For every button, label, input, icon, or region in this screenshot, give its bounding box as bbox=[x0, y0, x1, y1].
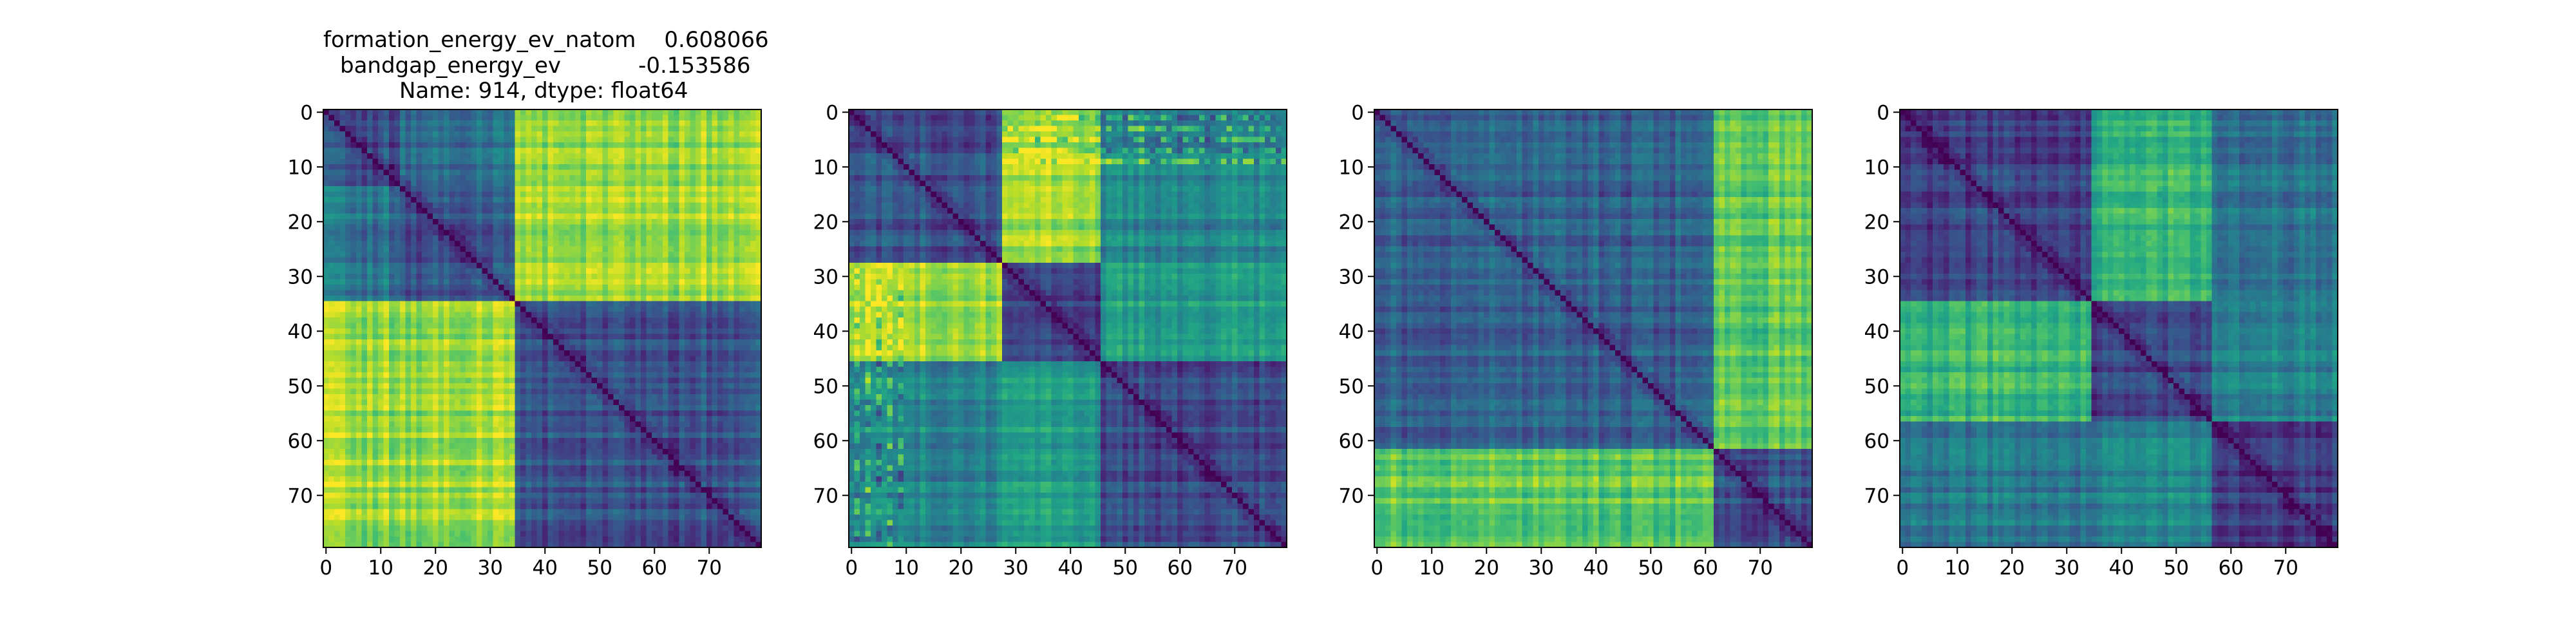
heatmap-2-frame bbox=[848, 109, 1287, 548]
heatmap-4-ytick-label-1: 10 bbox=[1864, 156, 1889, 179]
heatmap-3-cells bbox=[1374, 109, 1813, 548]
heatmap-1-xtick-label-7: 70 bbox=[697, 556, 722, 580]
heatmap-3-xtick-label-5: 50 bbox=[1638, 556, 1663, 580]
title-line-3: Name: 914, dtype: float64 bbox=[399, 80, 688, 102]
heatmap-2-ytick-label-0: 0 bbox=[826, 101, 838, 124]
heatmap-3-ytick-label-0: 0 bbox=[1351, 101, 1364, 124]
heatmap-1-ytick-label-4: 40 bbox=[288, 320, 313, 343]
heatmap-3-ytick-label-2: 20 bbox=[1339, 211, 1364, 234]
title-line-1-label: formation_energy_ev_natom bbox=[323, 27, 636, 53]
heatmap-1-xtick-label-0: 0 bbox=[319, 556, 332, 580]
heatmap-1-ytick-label-5: 50 bbox=[288, 375, 313, 398]
heatmap-1-xtick-label-1: 10 bbox=[368, 556, 393, 580]
heatmap-4-xtick-label-4: 40 bbox=[2109, 556, 2134, 580]
heatmap-4-xtick-label-1: 10 bbox=[1945, 556, 1970, 580]
heatmap-4-ytick-label-4: 40 bbox=[1864, 320, 1889, 343]
heatmap-1-ytick-label-0: 0 bbox=[300, 101, 313, 124]
heatmap-1-xtick-label-5: 50 bbox=[587, 556, 612, 580]
heatmap-1-cells bbox=[323, 109, 762, 548]
heatmap-2-cells bbox=[849, 109, 1287, 548]
heatmap-2-ytick-label-7: 70 bbox=[813, 484, 838, 507]
heatmap-2-xtick-label-7: 70 bbox=[1222, 556, 1247, 580]
heatmap-4-xtick-label-7: 70 bbox=[2273, 556, 2298, 580]
heatmap-2-xtick-label-2: 20 bbox=[949, 556, 974, 580]
heatmap-1-xtick-label-2: 20 bbox=[423, 556, 448, 580]
title-line-1: formation_energy_ev_natom 0.608066 bbox=[323, 29, 769, 51]
title-line-2: bandgap_energy_ev -0.153586 bbox=[340, 55, 751, 77]
heatmap-1-ytick-label-7: 70 bbox=[288, 484, 313, 507]
heatmap-2-ytick-label-4: 40 bbox=[813, 320, 838, 343]
title-line-1-value: 0.608066 bbox=[664, 27, 768, 53]
heatmap-4-xtick-label-3: 30 bbox=[2054, 556, 2079, 580]
heatmap-4-xtick-label-6: 60 bbox=[2219, 556, 2244, 580]
heatmap-3-xtick-label-3: 30 bbox=[1529, 556, 1554, 580]
heatmap-2-xtick-label-1: 10 bbox=[894, 556, 919, 580]
heatmap-4-ytick-label-5: 50 bbox=[1864, 375, 1889, 398]
heatmap-3-xtick-label-1: 10 bbox=[1419, 556, 1444, 580]
heatmap-3-xtick-label-0: 0 bbox=[1370, 556, 1383, 580]
title-line-2-value: -0.153586 bbox=[638, 53, 751, 79]
heatmap-2-ytick-label-1: 10 bbox=[813, 156, 838, 179]
heatmap-4-cells bbox=[1900, 109, 2338, 548]
heatmap-3-ytick-label-4: 40 bbox=[1339, 320, 1364, 343]
heatmap-3-ytick-label-7: 70 bbox=[1339, 484, 1364, 507]
heatmap-1-frame bbox=[323, 109, 762, 548]
heatmap-2-ytick-label-3: 30 bbox=[813, 265, 838, 289]
heatmap-2-ytick-label-5: 50 bbox=[813, 375, 838, 398]
heatmap-4-xtick-label-0: 0 bbox=[1896, 556, 1909, 580]
heatmap-3-xtick-label-4: 40 bbox=[1584, 556, 1609, 580]
heatmap-4-xtick-label-2: 20 bbox=[2000, 556, 2025, 580]
heatmap-2-xtick-label-5: 50 bbox=[1113, 556, 1138, 580]
heatmap-2-ytick-label-6: 60 bbox=[813, 430, 838, 453]
heatmap-1-ytick-label-6: 60 bbox=[288, 430, 313, 453]
heatmap-1-xtick-label-4: 40 bbox=[533, 556, 558, 580]
heatmap-3-ytick-label-3: 30 bbox=[1339, 265, 1364, 289]
heatmap-3-xtick-label-7: 70 bbox=[1748, 556, 1773, 580]
heatmap-2-xtick-label-6: 60 bbox=[1168, 556, 1193, 580]
heatmap-4-ytick-label-2: 20 bbox=[1864, 211, 1889, 234]
heatmap-2-xtick-label-3: 30 bbox=[1003, 556, 1028, 580]
heatmap-4-ytick-label-6: 60 bbox=[1864, 430, 1889, 453]
heatmap-1-ytick-label-1: 10 bbox=[288, 156, 313, 179]
heatmap-2-xtick-label-4: 40 bbox=[1058, 556, 1083, 580]
heatmap-2-ytick-label-2: 20 bbox=[813, 211, 838, 234]
heatmap-3-ytick-label-6: 60 bbox=[1339, 430, 1364, 453]
heatmap-3-frame bbox=[1374, 109, 1813, 548]
heatmap-1-xtick-label-3: 30 bbox=[478, 556, 503, 580]
heatmap-1-ytick-label-2: 20 bbox=[288, 211, 313, 234]
title-line-2-label: bandgap_energy_ev bbox=[340, 53, 561, 79]
heatmap-4-xtick-label-5: 50 bbox=[2164, 556, 2189, 580]
heatmap-4-frame bbox=[1899, 109, 2338, 548]
heatmap-4-ytick-label-3: 30 bbox=[1864, 265, 1889, 289]
heatmap-3-ytick-label-1: 10 bbox=[1339, 156, 1364, 179]
heatmap-2-xtick-label-0: 0 bbox=[845, 556, 858, 580]
heatmap-3-ytick-label-5: 50 bbox=[1339, 375, 1364, 398]
heatmap-1-xtick-label-6: 60 bbox=[642, 556, 667, 580]
heatmap-3-xtick-label-6: 60 bbox=[1693, 556, 1718, 580]
heatmap-4-ytick-label-7: 70 bbox=[1864, 484, 1889, 507]
heatmap-4-ytick-label-0: 0 bbox=[1877, 101, 1889, 124]
heatmap-3-xtick-label-2: 20 bbox=[1474, 556, 1499, 580]
heatmap-1-ytick-label-3: 30 bbox=[288, 265, 313, 289]
